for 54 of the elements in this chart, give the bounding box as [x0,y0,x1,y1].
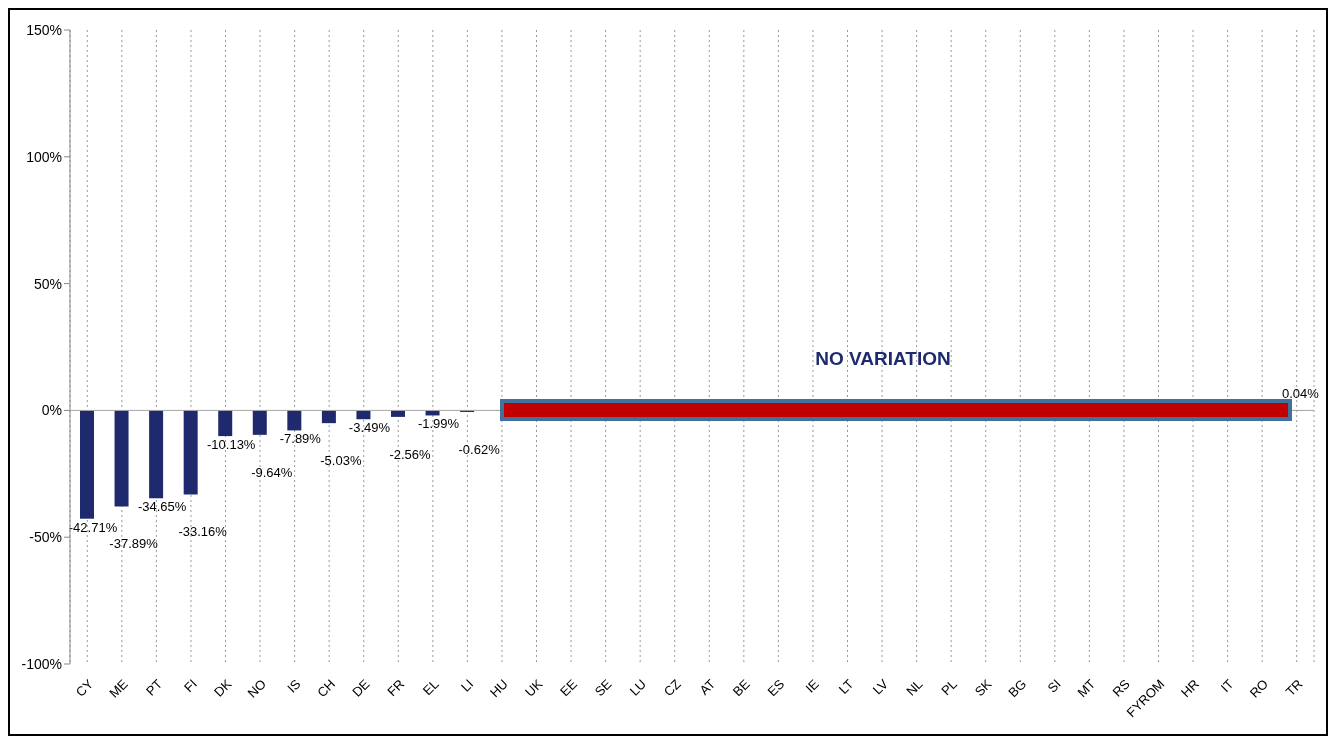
x-tick-label: BG [1005,676,1030,701]
x-tick-label: PL [938,676,961,699]
x-tick-label: IS [284,676,304,696]
data-label: -9.64% [251,464,293,480]
x-tick-label: HU [486,676,511,701]
x-tick-label: DE [349,676,373,700]
x-tick-label: LI [458,676,477,695]
x-tick-label: NL [903,676,926,699]
data-label: 0.04% [1282,386,1320,402]
x-tick-label: FI [181,676,200,696]
data-label: -5.03% [320,453,362,469]
x-tick-label: CH [314,676,339,701]
y-tick-label: 50% [33,275,62,292]
x-tick-label: BE [729,676,753,700]
data-label: -3.49% [348,420,391,436]
data-label: -1.99% [417,416,460,432]
data-label: -7.89% [279,431,322,447]
annotation: NO VARIATION [815,348,951,370]
x-tick-label: IE [802,676,823,696]
x-tick-label: AT [696,676,719,698]
x-tick-label: EL [419,676,442,699]
x-tick-label: LV [869,676,892,698]
data-label: -34.65% [137,499,187,515]
x-tick-label: LT [835,676,857,697]
data-label: -37.89% [109,536,159,552]
x-tick-label: PT [142,676,166,699]
x-tick-label: SK [971,676,995,700]
x-tick-label: LU [626,676,650,699]
x-tick-label: HR [1178,676,1202,701]
x-tick-label: IT [1217,676,1237,696]
x-tick-label: MT [1074,676,1099,701]
data-label: -2.56% [389,446,432,462]
data-label: -42.71% [68,519,118,535]
x-tick-label: CY [72,676,97,700]
x-tick-label: SE [591,676,615,700]
y-tick-label: 150% [26,21,62,38]
data-label: -0.62% [458,441,501,457]
data-label: -33.16% [178,524,228,540]
x-tick-label: SI [1044,676,1064,696]
x-tick-label: NO [244,676,269,701]
data-label: -10.13% [207,437,256,453]
x-tick-label: TR [1282,676,1306,700]
y-tick-label: 0% [41,402,62,419]
x-tick-label: ES [764,676,788,700]
y-tick-label: 100% [26,148,62,165]
y-tick-label: -50% [29,529,62,546]
x-tick-label: DK [211,676,235,700]
y-tick-label: -100% [21,655,62,672]
x-tick-label: EE [557,676,581,700]
x-tick-label: FR [384,676,408,700]
x-tick-label: CZ [660,676,684,700]
x-tick-label: RO [1246,676,1272,701]
x-tick-label: UK [522,676,546,700]
x-tick-label: ME [106,676,131,701]
